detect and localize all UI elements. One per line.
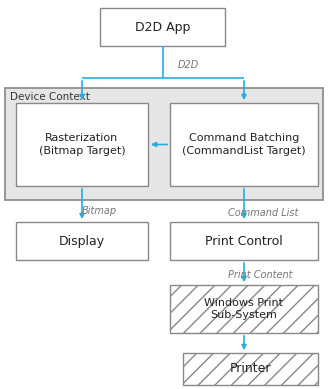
Text: D2D: D2D (178, 60, 199, 70)
Text: Print Control: Print Control (205, 235, 283, 247)
Text: Windows Print
Sub-System: Windows Print Sub-System (205, 298, 283, 320)
Text: D2D App: D2D App (135, 21, 190, 33)
Bar (170, 285, 318, 333)
Bar (16, 222, 148, 260)
Text: Device Context: Device Context (10, 92, 90, 102)
Text: Print Content: Print Content (228, 270, 293, 280)
Bar (16, 103, 148, 186)
Bar (100, 8, 225, 46)
Text: Display: Display (59, 235, 105, 247)
Bar (170, 222, 318, 260)
Text: Bitmap: Bitmap (82, 206, 117, 216)
Text: Printer: Printer (230, 363, 271, 375)
Text: Command Batching
(CommandList Target): Command Batching (CommandList Target) (182, 133, 306, 156)
Bar (170, 103, 318, 186)
Text: Command List: Command List (228, 208, 298, 218)
Bar (5, 88, 323, 200)
Text: Rasterization
(Bitmap Target): Rasterization (Bitmap Target) (39, 133, 125, 156)
Bar (183, 353, 318, 385)
